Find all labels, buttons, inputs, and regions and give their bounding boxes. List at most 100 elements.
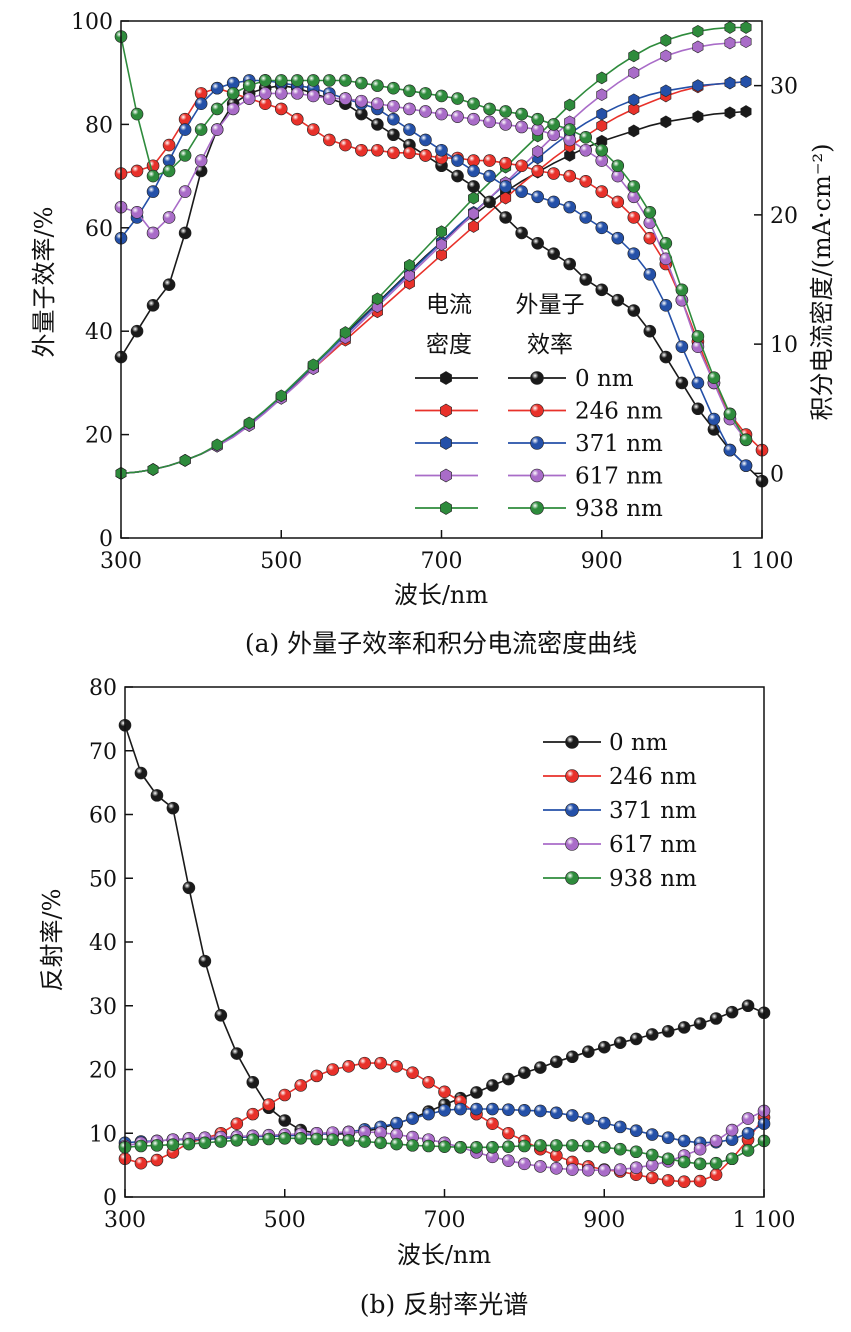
legend-label: 938 nm	[609, 866, 697, 892]
eqe-point	[627, 211, 641, 224]
legend-eqe-marker	[530, 501, 544, 515]
reflectance-point	[262, 1098, 276, 1111]
eqe-point	[499, 156, 512, 170]
eqe-point	[643, 268, 657, 281]
eqe-point	[435, 89, 448, 103]
legend-header-right-line2: 效率	[527, 332, 573, 358]
y-tick-label: 0	[99, 527, 113, 552]
jsc-point	[628, 49, 640, 63]
eqe-point	[146, 226, 160, 240]
reflectance-point	[581, 1139, 595, 1153]
reflectance-point	[613, 1163, 627, 1176]
reflectance-point	[246, 1075, 260, 1089]
jsc-point	[435, 225, 448, 239]
jsc-point	[596, 71, 608, 85]
eqe-point	[290, 74, 304, 87]
eqe-point	[467, 112, 480, 126]
jsc-point	[628, 66, 640, 80]
eqe-point	[483, 115, 496, 129]
eqe-point	[162, 211, 176, 224]
eqe-point	[194, 123, 208, 136]
legend-jsc-marker	[440, 371, 452, 385]
reflectance-point	[645, 1028, 659, 1041]
reflectance-point	[693, 1017, 707, 1030]
reflectance-point	[565, 1139, 579, 1152]
eqe-point	[691, 376, 705, 390]
x-tick-label: 700	[424, 1208, 466, 1233]
reflectance-point	[661, 1024, 675, 1038]
eqe-point	[547, 118, 560, 131]
eqe-point	[691, 402, 705, 416]
legend-jsc-marker	[440, 403, 452, 418]
eqe-point	[547, 247, 560, 260]
eqe-point	[451, 110, 464, 123]
eqe-point	[483, 154, 496, 167]
reflectance-point	[597, 1116, 611, 1130]
eqe-point	[290, 87, 304, 100]
reflectance-point	[597, 1040, 611, 1054]
legend-jsc-marker	[440, 501, 452, 515]
eqe-point	[595, 221, 609, 235]
reflectance-point	[597, 1140, 611, 1154]
eqe-point	[515, 159, 528, 173]
x-tick-label: 1 100	[733, 1208, 796, 1233]
eqe-point	[419, 133, 432, 147]
eqe-point	[627, 304, 641, 317]
reflectance-point	[725, 1123, 739, 1137]
reflectance-point	[550, 1106, 563, 1120]
eqe-point	[339, 92, 352, 105]
jsc-point	[500, 191, 512, 205]
eqe-point	[531, 164, 544, 178]
eqe-point	[306, 123, 320, 136]
eqe-point	[515, 120, 528, 134]
legend-label: 617 nm	[609, 832, 697, 858]
reflectance-point	[390, 1137, 403, 1151]
reflectance-point	[629, 1145, 643, 1159]
legend-jsc-marker	[440, 436, 452, 450]
x-tick-label: 900	[581, 549, 623, 574]
reflectance-point	[502, 1103, 515, 1116]
eqe-point	[659, 299, 673, 312]
eqe-point	[579, 143, 593, 157]
eqe-point	[579, 211, 593, 224]
legend-label: 371 nm	[609, 798, 697, 824]
y-tick-label: 40	[89, 931, 117, 956]
eqe-point	[355, 94, 368, 108]
reflectance-point	[230, 1117, 244, 1130]
eqe-point	[531, 190, 544, 204]
reflectance-point	[166, 1138, 180, 1152]
reflectance-caption: (b) 反射率光谱	[360, 1290, 528, 1319]
reflectance-point	[150, 1139, 164, 1152]
eqe-point	[387, 112, 400, 126]
y-tick-label: 100	[71, 10, 113, 35]
reflectance-point	[725, 1005, 739, 1019]
eqe-point	[531, 237, 544, 250]
jsc-point	[371, 292, 383, 306]
reflectance-point	[550, 1139, 563, 1152]
eqe-point	[515, 226, 528, 240]
y-tick-label: 30	[89, 995, 117, 1020]
eqe-point	[210, 102, 224, 116]
legend-eqe-marker	[530, 371, 544, 385]
y-tick-label: 40	[85, 320, 113, 345]
reflectance-point	[342, 1060, 355, 1073]
reflectance-point	[262, 1132, 276, 1146]
jsc-point	[243, 416, 255, 430]
reflectance-point	[677, 1155, 691, 1169]
jsc-point	[596, 107, 608, 121]
reflectance-point	[246, 1133, 260, 1146]
reflectance-point	[230, 1133, 244, 1147]
reflectance-point	[581, 1112, 595, 1125]
reflectance-point	[150, 1153, 164, 1167]
legend-header-left-line1: 电流	[426, 292, 472, 318]
jsc-point	[660, 34, 672, 47]
eqe-point	[371, 143, 384, 157]
reflectance-point	[613, 1120, 627, 1134]
reflectance-point	[454, 1102, 467, 1116]
reflectance-point	[725, 1152, 739, 1166]
eqe-point	[274, 74, 288, 87]
eqe-point	[178, 226, 192, 240]
x-tick-label: 300	[104, 1208, 146, 1233]
eqe-point	[739, 433, 753, 447]
reflectance-x-axis-label: 波长/nm	[397, 1241, 492, 1269]
